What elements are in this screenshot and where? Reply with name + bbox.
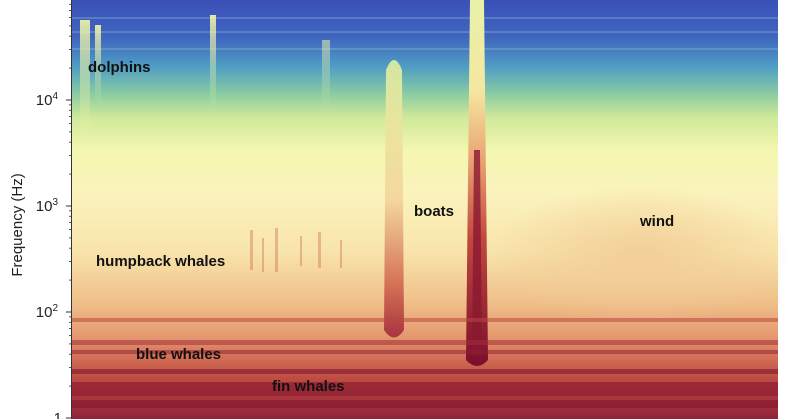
annotation-fin-whales: fin whales (272, 378, 345, 395)
y-tick-label: 1 (54, 410, 62, 419)
annotation-wind: wind (639, 213, 674, 230)
wind-patch (490, 185, 790, 325)
whale-bands (72, 318, 778, 408)
annotation-humpback-whales: humpback whales (96, 253, 225, 270)
humpback-texture (250, 228, 342, 272)
y-axis-ticks: 1 102 103 104 (36, 3, 72, 419)
y-tick-label: 103 (36, 197, 59, 215)
dolphin-streaks (80, 15, 330, 140)
y-tick-label: 104 (36, 91, 59, 109)
annotation-blue-whales: blue whales (136, 346, 221, 363)
top-artifact-lines (72, 17, 778, 50)
annotation-dolphins: dolphins (88, 59, 151, 76)
y-axis-label: Frequency (Hz) (9, 173, 26, 276)
boat-signatures (384, 0, 488, 366)
y-tick-label: 102 (36, 303, 59, 321)
annotation-boats: boats (414, 203, 454, 220)
